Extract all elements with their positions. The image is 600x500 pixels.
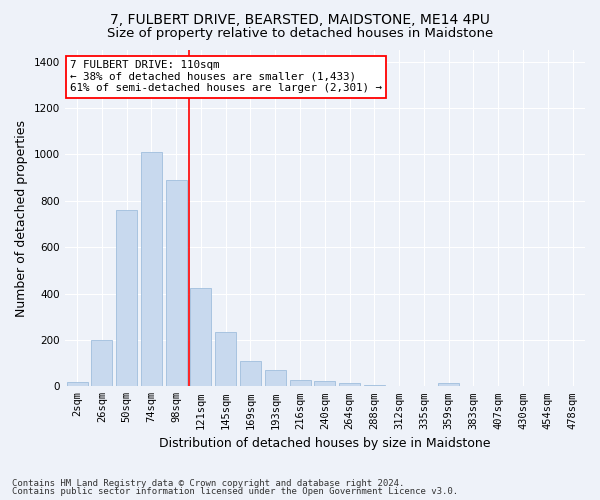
Bar — [438, 383, 459, 386]
Bar — [166, 180, 187, 386]
Text: Contains HM Land Registry data © Crown copyright and database right 2024.: Contains HM Land Registry data © Crown c… — [12, 478, 404, 488]
Y-axis label: Number of detached properties: Number of detached properties — [15, 120, 28, 316]
Bar — [314, 380, 335, 386]
Text: Contains public sector information licensed under the Open Government Licence v3: Contains public sector information licen… — [12, 487, 458, 496]
Bar — [339, 383, 360, 386]
X-axis label: Distribution of detached houses by size in Maidstone: Distribution of detached houses by size … — [159, 437, 491, 450]
Bar — [190, 288, 211, 386]
Bar — [141, 152, 162, 386]
Bar — [215, 332, 236, 386]
Bar — [240, 361, 261, 386]
Bar — [364, 385, 385, 386]
Bar — [290, 380, 311, 386]
Text: Size of property relative to detached houses in Maidstone: Size of property relative to detached ho… — [107, 28, 493, 40]
Bar — [116, 210, 137, 386]
Bar — [67, 382, 88, 386]
Text: 7 FULBERT DRIVE: 110sqm
← 38% of detached houses are smaller (1,433)
61% of semi: 7 FULBERT DRIVE: 110sqm ← 38% of detache… — [70, 60, 382, 94]
Bar — [265, 370, 286, 386]
Bar — [91, 340, 112, 386]
Text: 7, FULBERT DRIVE, BEARSTED, MAIDSTONE, ME14 4PU: 7, FULBERT DRIVE, BEARSTED, MAIDSTONE, M… — [110, 12, 490, 26]
